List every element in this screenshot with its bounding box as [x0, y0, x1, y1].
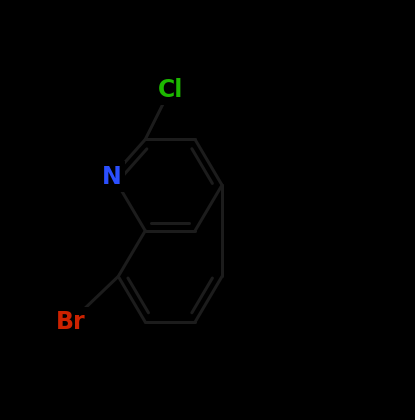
Text: Br: Br [56, 310, 85, 334]
Text: N: N [102, 165, 122, 189]
Text: Cl: Cl [157, 78, 183, 102]
